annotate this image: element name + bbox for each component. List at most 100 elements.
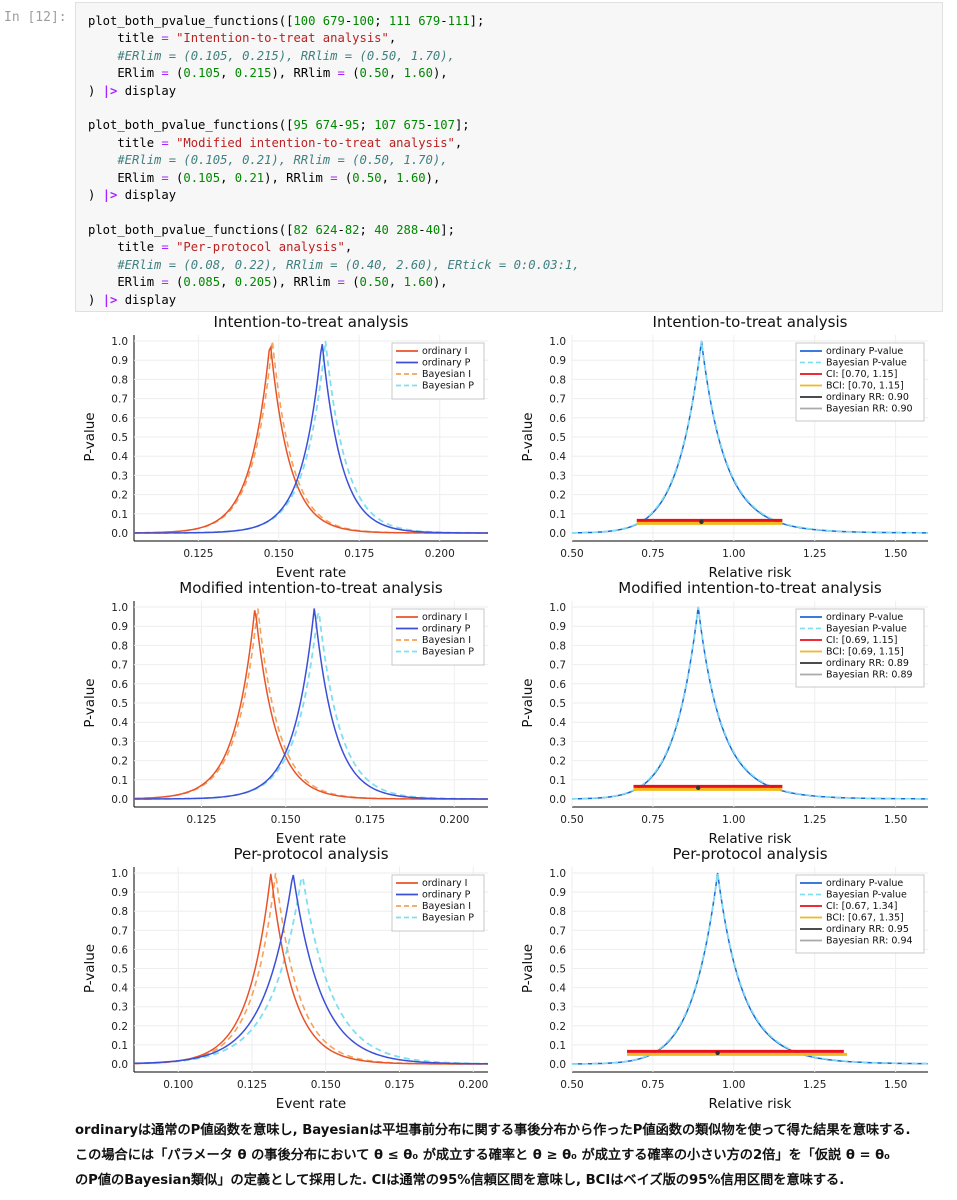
x-tick-label: 1.25 xyxy=(803,1079,826,1091)
legend-label: CI: [0.67, 1.34] xyxy=(826,901,897,912)
code-editor[interactable]: plot_both_pvalue_functions([100 679-100;… xyxy=(76,3,942,319)
y-tick-label: 0.4 xyxy=(549,451,566,463)
y-tick-label: 0.0 xyxy=(549,794,566,806)
code-token: ) xyxy=(88,292,103,307)
code-token: , xyxy=(388,275,404,290)
y-tick-label: 0.1 xyxy=(549,775,566,787)
x-tick-label: 0.150 xyxy=(271,814,301,826)
y-tick-label: 1.0 xyxy=(111,336,128,348)
code-token: = xyxy=(161,31,169,46)
legend-label: BCI: [0.67, 1.35] xyxy=(826,913,904,924)
y-axis-label: P-value xyxy=(82,678,98,727)
y-tick-label: 0.0 xyxy=(111,794,128,806)
legend-box xyxy=(391,342,485,400)
legend-label: Bayesian P xyxy=(422,647,474,658)
legend-label: Bayesian I xyxy=(422,901,471,912)
x-tick-label: 0.125 xyxy=(183,548,213,560)
legend-label: ordinary I xyxy=(422,346,467,357)
code-token: 82 xyxy=(344,222,360,237)
code-token: 95 674 xyxy=(293,118,338,133)
code-token: = xyxy=(161,170,169,185)
legend-label: Bayesian P xyxy=(422,913,474,924)
y-tick-label: 0.7 xyxy=(111,660,128,672)
legend-box xyxy=(391,874,485,932)
code-line: #ERlim = (0.105, 0.215), RRlim = (0.50, … xyxy=(88,49,455,63)
code-cell[interactable]: plot_both_pvalue_functions([100 679-100;… xyxy=(75,2,943,312)
explanation-line-1: ordinaryは通常のP値函数を意味し, Bayesianは平坦事前分布に関す… xyxy=(75,1123,911,1138)
series-ordinary-p xyxy=(134,608,488,800)
y-tick-label: 0.6 xyxy=(549,679,566,691)
legend-label: Bayesian I xyxy=(422,635,471,646)
code-token: ), xyxy=(432,66,448,81)
x-axis-label: Event rate xyxy=(276,831,346,847)
y-tick-label: 0.8 xyxy=(111,906,128,918)
y-tick-label: 0.9 xyxy=(111,887,128,899)
y-tick-label: 0.5 xyxy=(111,698,128,710)
code-token: 0.21 xyxy=(234,170,265,185)
legend-label: Bayesian RR: 0.94 xyxy=(826,936,913,947)
y-axis-label: P-value xyxy=(82,412,98,461)
code-token: = xyxy=(161,240,169,255)
code-token: , xyxy=(388,66,404,81)
code-token: 100 xyxy=(352,14,375,28)
x-tick-label: 1.00 xyxy=(722,814,745,826)
code-token: display xyxy=(117,188,177,203)
explanation-text: ordinaryは通常のP値函数を意味し, Bayesianは平坦事前分布に関す… xyxy=(75,1118,945,1193)
x-tick-label: 0.75 xyxy=(641,1079,664,1091)
code-token: 111 679 xyxy=(388,14,441,28)
code-line: plot_both_pvalue_functions([100 679-100;… xyxy=(88,14,484,28)
y-tick-label: 0.3 xyxy=(549,470,566,482)
y-tick-label: 0.6 xyxy=(549,413,566,425)
legend-label: ordinary I xyxy=(422,878,467,889)
code-token: 0.105 xyxy=(183,170,221,185)
legend-label: ordinary RR: 0.90 xyxy=(826,392,909,403)
code-token: ( xyxy=(168,170,184,185)
legend-label: Bayesian P-value xyxy=(826,890,907,901)
y-axis-label: P-value xyxy=(520,412,536,461)
x-axis-label: Relative risk xyxy=(709,831,792,847)
series-bayesian-pvalue xyxy=(571,606,929,800)
code-token: , xyxy=(220,275,235,290)
chart-panel: 0.0 0.1 0.2 0.3 0.4 0.5 0.6 0.7 0.8 0.9 1.0 0.125 0.… xyxy=(82,313,489,581)
chart-panel: 0.0 0.1 0.2 0.3 0.4 0.5 0.6 0.7 0.8 0.9 1.0 0.125 0.… xyxy=(82,579,488,847)
explanation-line-3: のP値のBayesian類似」の定義として採用した. CIは通常の95%信頼区間… xyxy=(75,1173,845,1188)
code-token: ; xyxy=(359,118,375,133)
code-token: ( xyxy=(168,275,184,290)
x-tick-label: 0.150 xyxy=(311,1079,341,1091)
code-token: 0.105 xyxy=(183,66,221,81)
code-line: plot_both_pvalue_functions([82 624-82; 4… xyxy=(88,223,455,237)
code-line: ) |> display xyxy=(88,84,176,98)
code-token: 0.205 xyxy=(234,275,272,290)
y-tick-label: 0.1 xyxy=(549,509,566,521)
y-axis-label: P-value xyxy=(520,678,536,727)
legend-label: Bayesian RR: 0.90 xyxy=(826,404,913,415)
series-ordinary-p xyxy=(134,344,488,534)
code-token: 0.50 xyxy=(359,66,389,81)
chart-title: Intention-to-treat analysis xyxy=(214,313,409,331)
code-token: plot_both_pvalue_functions([ xyxy=(88,222,294,237)
chart-title: Modified intention-to-treat analysis xyxy=(618,579,882,597)
y-tick-label: 0.5 xyxy=(111,964,128,976)
legend-label: ordinary P xyxy=(422,358,471,369)
x-axis-label: Event rate xyxy=(276,565,346,581)
code-line: ERlim = (0.085, 0.205), RRlim = (0.50, 1… xyxy=(88,275,447,290)
code-token: |> xyxy=(102,83,118,98)
series-bayesian-pvalue xyxy=(571,340,928,534)
legend-label: ordinary P xyxy=(422,624,471,635)
code-line: title = "Modified intention-to-treat ana… xyxy=(88,136,462,150)
y-tick-label: 0.2 xyxy=(111,1021,128,1033)
y-tick-label: 0.1 xyxy=(549,1040,566,1052)
x-tick-label: 0.175 xyxy=(344,548,374,560)
code-token: - xyxy=(440,14,448,28)
y-tick-label: 0.0 xyxy=(111,528,128,540)
y-tick-label: 0.8 xyxy=(111,374,128,386)
code-token: ; xyxy=(359,222,375,237)
code-token: ]; xyxy=(440,222,455,237)
code-token: ERlim xyxy=(88,170,162,185)
y-tick-label: 0.3 xyxy=(111,1002,128,1014)
code-token: ]; xyxy=(469,14,485,28)
y-tick-label: 1.0 xyxy=(549,602,566,614)
legend-label: Bayesian I xyxy=(422,369,471,380)
y-tick-label: 0.1 xyxy=(111,509,128,521)
code-token xyxy=(169,240,176,254)
